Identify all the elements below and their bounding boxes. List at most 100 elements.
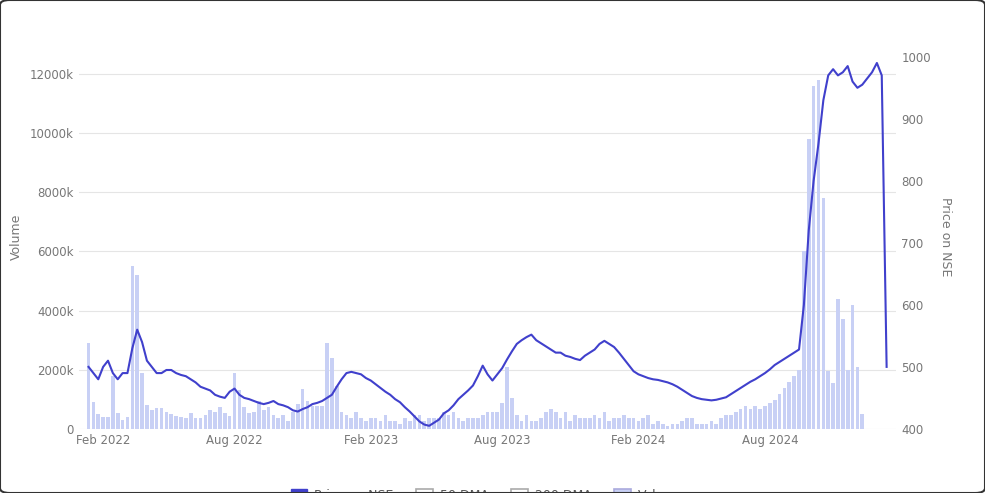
- Bar: [471, 418, 475, 429]
- Bar: [237, 390, 241, 429]
- Bar: [232, 373, 236, 429]
- Bar: [403, 418, 407, 429]
- Bar: [505, 367, 509, 429]
- Bar: [330, 358, 334, 429]
- Bar: [841, 319, 845, 429]
- Bar: [252, 412, 256, 429]
- Bar: [442, 412, 445, 429]
- Bar: [481, 415, 485, 429]
- Bar: [749, 409, 753, 429]
- Bar: [267, 407, 271, 429]
- Bar: [836, 299, 840, 429]
- Bar: [461, 421, 465, 429]
- Bar: [656, 421, 660, 429]
- Bar: [700, 423, 703, 429]
- Bar: [787, 382, 791, 429]
- Bar: [121, 420, 124, 429]
- Bar: [160, 408, 164, 429]
- Bar: [671, 423, 675, 429]
- Bar: [466, 418, 470, 429]
- Bar: [300, 389, 304, 429]
- Bar: [515, 415, 518, 429]
- Bar: [398, 423, 402, 429]
- Bar: [413, 415, 417, 429]
- Bar: [310, 406, 314, 429]
- Bar: [754, 406, 757, 429]
- Bar: [821, 198, 825, 429]
- Bar: [199, 418, 202, 429]
- Bar: [724, 415, 728, 429]
- Bar: [418, 415, 422, 429]
- Bar: [763, 406, 766, 429]
- Bar: [427, 418, 431, 429]
- Bar: [164, 412, 168, 429]
- Bar: [510, 398, 514, 429]
- Bar: [578, 418, 582, 429]
- Bar: [690, 418, 693, 429]
- Bar: [861, 414, 864, 429]
- Bar: [783, 388, 786, 429]
- Bar: [686, 418, 689, 429]
- Bar: [593, 415, 597, 429]
- Bar: [539, 418, 543, 429]
- Bar: [277, 418, 280, 429]
- Bar: [355, 412, 358, 429]
- Bar: [257, 401, 261, 429]
- Bar: [817, 80, 821, 429]
- Bar: [744, 406, 748, 429]
- Bar: [709, 421, 713, 429]
- Bar: [626, 418, 630, 429]
- Bar: [315, 406, 319, 429]
- Bar: [500, 403, 504, 429]
- Bar: [681, 421, 684, 429]
- Bar: [651, 423, 655, 429]
- Bar: [135, 275, 139, 429]
- Bar: [666, 426, 670, 429]
- Bar: [320, 406, 324, 429]
- Bar: [729, 415, 733, 429]
- Bar: [87, 343, 91, 429]
- Bar: [714, 423, 718, 429]
- Bar: [432, 418, 436, 429]
- Bar: [287, 421, 290, 429]
- Bar: [719, 418, 723, 429]
- Bar: [204, 415, 207, 429]
- Bar: [704, 423, 708, 429]
- Bar: [773, 400, 776, 429]
- Bar: [369, 418, 372, 429]
- Bar: [563, 412, 567, 429]
- Bar: [364, 421, 367, 429]
- Bar: [598, 418, 601, 429]
- Bar: [768, 403, 771, 429]
- Bar: [126, 417, 129, 429]
- Bar: [812, 86, 816, 429]
- Bar: [218, 407, 222, 429]
- Bar: [608, 421, 611, 429]
- Bar: [393, 421, 397, 429]
- Bar: [116, 413, 119, 429]
- Bar: [525, 415, 528, 429]
- Bar: [130, 266, 134, 429]
- Bar: [851, 305, 854, 429]
- Bar: [140, 373, 144, 429]
- Bar: [826, 371, 830, 429]
- Bar: [646, 415, 650, 429]
- Bar: [360, 418, 362, 429]
- Bar: [350, 418, 354, 429]
- Bar: [150, 410, 154, 429]
- Bar: [423, 421, 427, 429]
- Bar: [734, 412, 738, 429]
- Bar: [335, 386, 339, 429]
- Bar: [242, 407, 246, 429]
- Bar: [408, 421, 412, 429]
- Bar: [622, 415, 625, 429]
- Bar: [169, 414, 173, 429]
- Bar: [378, 421, 382, 429]
- Bar: [797, 370, 801, 429]
- Bar: [631, 418, 635, 429]
- Bar: [101, 417, 105, 429]
- Bar: [223, 413, 227, 429]
- Bar: [305, 401, 309, 429]
- Bar: [491, 412, 494, 429]
- Bar: [106, 417, 109, 429]
